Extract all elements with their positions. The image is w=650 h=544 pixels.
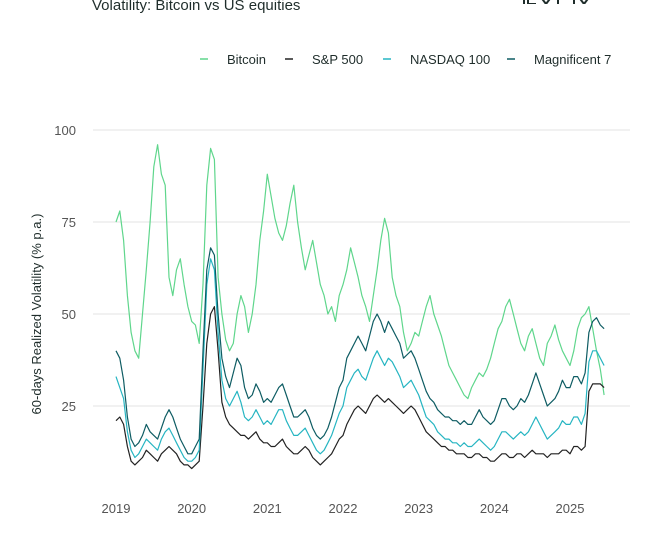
chart-grid (93, 129, 630, 407)
chart-title: Volatility: Bitcoin vs US equities (92, 0, 301, 14)
x-tick-label-2019: 2019 (102, 501, 131, 516)
x-tick-label-2023: 2023 (404, 501, 433, 516)
legend-label-magnificent-7: Magnificent 7 (534, 52, 611, 67)
legend-label-nasdaq-100: NASDAQ 100 (410, 52, 490, 67)
series-line-s-p-500 (115, 306, 605, 470)
series-line-bitcoin (115, 144, 605, 400)
x-axis-ticks: 2019 2020 2021 2022 2023 2024 2025 (102, 501, 585, 516)
y-tick-label-50: 50 (62, 307, 76, 322)
brand-logo (512, 0, 592, 4)
y-tick-label-25: 25 (62, 399, 76, 414)
y-axis-ticks: 25 50 75 100 (54, 123, 76, 414)
x-tick-label-2021: 2021 (253, 501, 282, 516)
chart-legend: Bitcoin S&P 500 NASDAQ 100 Magnificent 7 (200, 52, 611, 67)
x-tick-label-2024: 2024 (480, 501, 509, 516)
series-line-nasdaq-100 (115, 258, 605, 462)
chart-series (115, 144, 605, 470)
y-tick-label-100: 100 (54, 123, 76, 138)
x-tick-label-2020: 2020 (177, 501, 206, 516)
brand-logo-graphic (512, 0, 592, 4)
x-tick-label-2025: 2025 (556, 501, 585, 516)
legend-label-s-p-500: S&P 500 (312, 52, 363, 67)
y-tick-label-75: 75 (62, 215, 76, 230)
x-tick-label-2022: 2022 (329, 501, 358, 516)
legend-label-bitcoin: Bitcoin (227, 52, 266, 67)
series-line-magnificent-7 (115, 247, 605, 455)
y-axis-label: 60-days Realized Volatility (% p.a.) (29, 214, 44, 415)
